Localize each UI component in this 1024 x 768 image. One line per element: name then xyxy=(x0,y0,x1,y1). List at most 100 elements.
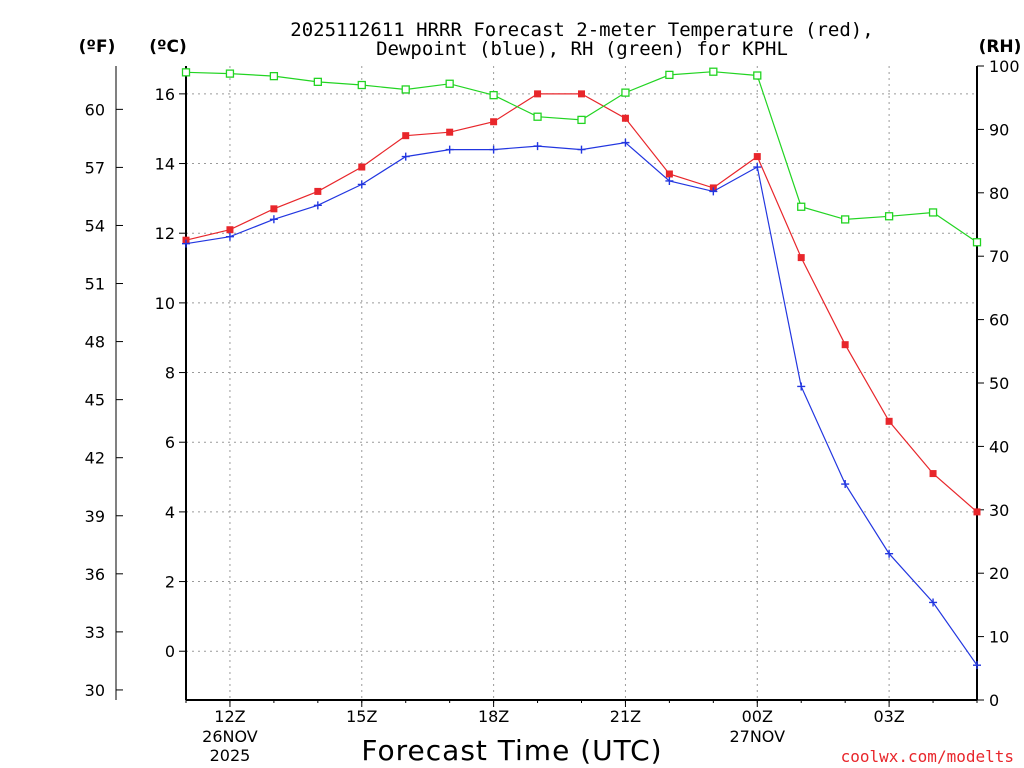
fahrenheit-tick-label: 33 xyxy=(85,623,105,642)
rh-tick-label: 90 xyxy=(989,120,1009,139)
temperature-point xyxy=(973,508,981,516)
temperature-point xyxy=(665,170,673,178)
dewpoint-point xyxy=(885,549,894,558)
temperature-point xyxy=(446,128,454,136)
rh-tick-label: 80 xyxy=(989,184,1009,203)
dewpoint-point xyxy=(621,138,630,147)
rh-point xyxy=(972,238,982,247)
fahrenheit-axis-unit: (ºF) xyxy=(79,37,116,57)
temperature-point xyxy=(270,205,278,213)
x-tick-label: 15Z xyxy=(346,707,377,726)
temperature-point xyxy=(402,132,410,140)
rh-tick-label: 0 xyxy=(989,691,999,710)
celsius-tick-label: 2 xyxy=(165,573,175,592)
temperature-point xyxy=(797,254,805,262)
temperature-point xyxy=(314,187,322,195)
temperature-point xyxy=(534,90,542,98)
rh-point xyxy=(797,202,806,211)
fahrenheit-tick-label: 57 xyxy=(85,158,105,177)
x-tick-label: 21Z xyxy=(610,707,641,726)
temperature-point xyxy=(885,417,893,425)
rh-point xyxy=(928,208,938,217)
x-tick-label: 00Z xyxy=(742,707,773,726)
fahrenheit-tick-label: 39 xyxy=(85,507,105,526)
rh-tick-label: 40 xyxy=(989,437,1009,456)
rh-tick-label: 10 xyxy=(989,628,1009,647)
dewpoint-point xyxy=(313,201,322,210)
grid-lines xyxy=(186,66,977,700)
axes xyxy=(115,65,984,707)
celsius-tick-label: 4 xyxy=(165,503,175,522)
x-tick-date: 26NOV xyxy=(202,727,258,746)
rh-point xyxy=(357,80,366,90)
dewpoint-point xyxy=(577,145,586,154)
rh-point xyxy=(313,77,322,86)
temperature-point xyxy=(621,114,629,122)
tick-labels: 0 2 4 6 8 10 12 14 16 30 33 36 39 42 45 48 51 54 57 60 0 10 20… xyxy=(85,57,1020,765)
rh-tick-label: 20 xyxy=(989,564,1009,583)
fahrenheit-tick-label: 51 xyxy=(85,275,105,294)
rh-tick-label: 50 xyxy=(989,374,1009,393)
rh-point xyxy=(665,70,674,80)
rh-tick-label: 30 xyxy=(989,501,1009,520)
fahrenheit-tick-label: 45 xyxy=(85,391,105,410)
rh-point xyxy=(401,85,410,94)
temperature-point xyxy=(226,226,234,234)
temperature-point xyxy=(753,153,761,161)
x-tick-label: 03Z xyxy=(873,707,904,726)
dewpoint-point xyxy=(357,180,366,189)
rh-point xyxy=(269,71,279,81)
rh-point xyxy=(225,69,235,78)
x-tick-year: 2025 xyxy=(210,746,251,765)
celsius-tick-label: 0 xyxy=(165,642,175,661)
dewpoint-point xyxy=(709,187,718,196)
x-tick-label: 12Z xyxy=(214,707,245,726)
dewpoint-point xyxy=(225,232,234,241)
celsius-tick-label: 10 xyxy=(155,294,175,313)
dewpoint-point xyxy=(489,145,498,154)
rh-tick-label: 60 xyxy=(989,311,1009,330)
rh-axis-unit: (RH) xyxy=(979,37,1022,57)
dewpoint-point xyxy=(533,142,542,151)
fahrenheit-tick-label: 60 xyxy=(85,100,105,119)
dewpoint-line xyxy=(185,141,978,666)
celsius-tick-label: 6 xyxy=(165,433,175,452)
series-rh xyxy=(181,67,982,247)
fahrenheit-tick-label: 54 xyxy=(85,216,105,235)
x-tick-date: 27NOV xyxy=(729,727,785,746)
temperature-point xyxy=(929,470,937,478)
series-temperature xyxy=(182,90,981,516)
dewpoint-point xyxy=(665,176,674,185)
dewpoint-point xyxy=(841,480,850,489)
chart-title-line2: Dewpoint (blue), RH (green) for KPHL xyxy=(376,38,788,60)
rh-tick-label: 100 xyxy=(989,57,1020,76)
fahrenheit-tick-label: 36 xyxy=(85,565,105,584)
rh-point xyxy=(621,88,630,97)
rh-tick-label: 70 xyxy=(989,247,1009,266)
rh-point xyxy=(577,115,586,125)
dewpoint-point xyxy=(269,215,278,224)
x-axis-title: Forecast Time (UTC) xyxy=(361,734,662,767)
rh-point xyxy=(753,71,762,80)
x-tick-label: 18Z xyxy=(478,707,509,726)
rh-point xyxy=(841,215,850,224)
rh-point xyxy=(489,91,498,100)
series-layer xyxy=(181,67,982,670)
rh-point xyxy=(533,112,542,121)
rh-point xyxy=(709,67,718,76)
temperature-point xyxy=(358,163,366,171)
temperature-point xyxy=(841,341,849,349)
dewpoint-point xyxy=(182,239,190,248)
celsius-tick-label: 14 xyxy=(155,155,175,174)
celsius-tick-label: 8 xyxy=(165,364,175,383)
credit-label: coolwx.com/modelts xyxy=(841,747,1014,766)
fahrenheit-tick-label: 30 xyxy=(85,681,105,700)
celsius-tick-label: 16 xyxy=(155,85,175,104)
dewpoint-point xyxy=(973,661,981,670)
fahrenheit-tick-label: 48 xyxy=(85,333,105,352)
rh-point xyxy=(884,212,894,221)
celsius-axis-unit: (ºC) xyxy=(149,37,187,57)
temperature-point xyxy=(578,90,585,98)
rh-point xyxy=(181,68,191,77)
